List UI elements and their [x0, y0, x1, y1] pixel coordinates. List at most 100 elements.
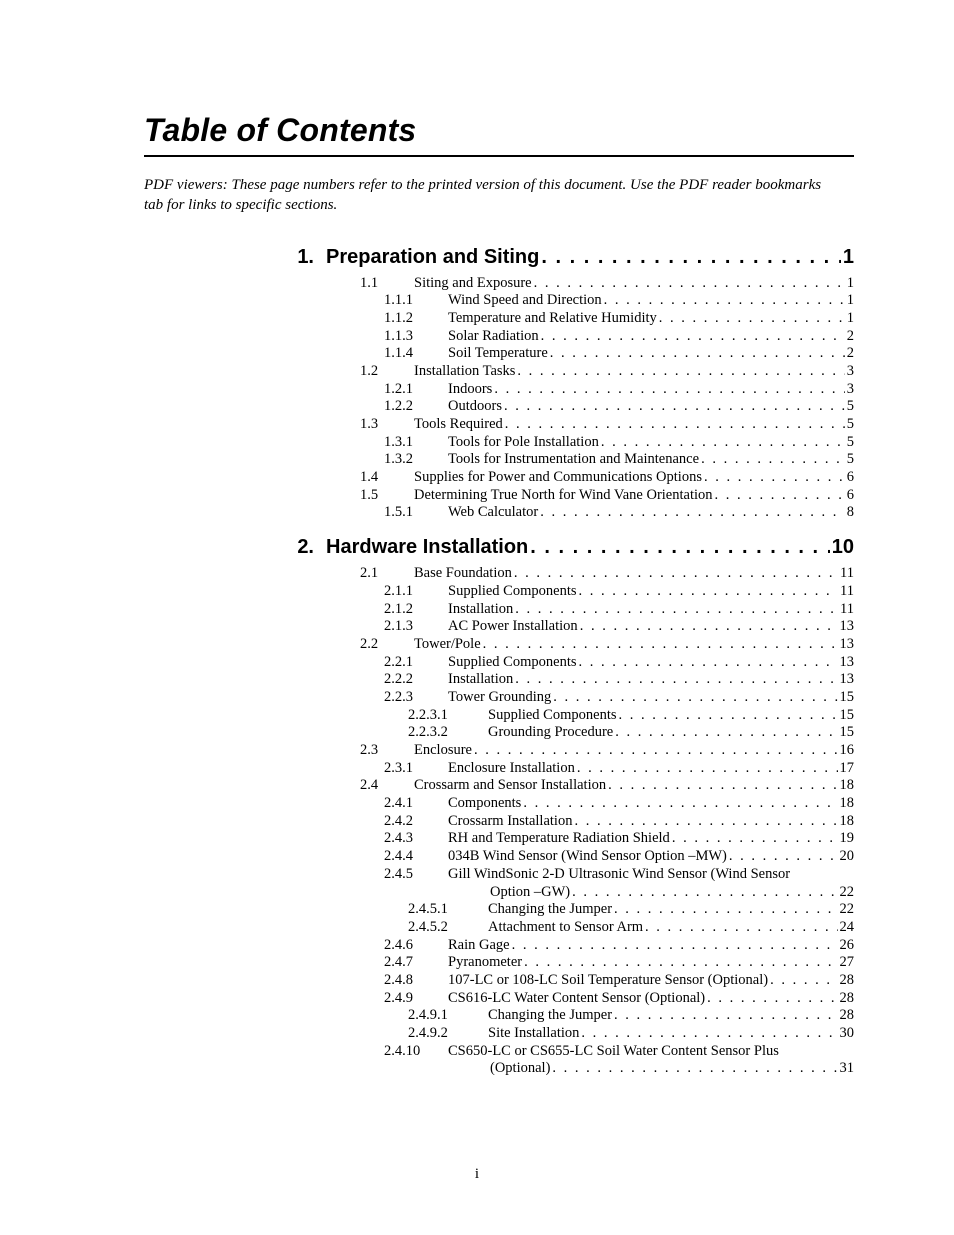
toc-entry-page: 19 [838, 830, 855, 848]
toc-entry[interactable]: 2.1.3AC Power Installation. . . . . . . … [360, 618, 854, 636]
toc-entry[interactable]: 2.3.1Enclosure Installation. . . . . . .… [360, 760, 854, 778]
toc-entry-num: 2.4.10 [384, 1043, 448, 1061]
toc-entry-title: Solar Radiation [448, 328, 539, 346]
toc-entry-title: Components [448, 795, 521, 813]
toc-entry[interactable]: 2.4.9CS616-LC Water Content Sensor (Opti… [360, 990, 854, 1008]
toc-entry-page: 3 [845, 381, 854, 399]
toc-entry-num: 2.4.8 [384, 972, 448, 990]
page-title: Table of Contents [144, 112, 854, 149]
toc-body: 2.1Base Foundation. . . . . . . . . . . … [360, 565, 854, 1078]
toc-entry[interactable]: 1.1Siting and Exposure. . . . . . . . . … [360, 275, 854, 293]
toc-entry[interactable]: 2.4.5.2Attachment to Sensor Arm. . . . .… [360, 919, 854, 937]
toc-chapter-page: 1 [841, 246, 854, 269]
toc-entry[interactable]: 1.3.1Tools for Pole Installation. . . . … [360, 434, 854, 452]
toc-entry[interactable]: 2.4.10CS650-LC or CS655-LC Soil Water Co… [360, 1043, 854, 1061]
toc-entry[interactable]: 2.4.3RH and Temperature Radiation Shield… [360, 830, 854, 848]
toc-entry-title: 107-LC or 108-LC Soil Temperature Sensor… [448, 972, 768, 990]
toc-entry-title-cont: Option –GW) [384, 884, 570, 902]
toc-entry-page: 20 [838, 848, 855, 866]
toc-entry[interactable]: 2.4.1Components. . . . . . . . . . . . .… [360, 795, 854, 813]
toc-leader: . . . . . . . . . . . . . . . . . . . . … [577, 654, 838, 672]
toc-entry-title: 034B Wind Sensor (Wind Sensor Option –MW… [448, 848, 727, 866]
toc-entry-num: 1.1.2 [384, 310, 448, 328]
toc-entry-num: 1.2.2 [384, 398, 448, 416]
toc-chapter[interactable]: 2.Hardware Installation. . . . . . . . .… [144, 536, 854, 559]
toc-entry-num: 2.4.7 [384, 954, 448, 972]
toc-entry-title: Tower/Pole [414, 636, 481, 654]
toc-entry[interactable]: 1.3Tools Required. . . . . . . . . . . .… [360, 416, 854, 434]
toc-entry[interactable]: 2.2.3.2Grounding Procedure. . . . . . . … [360, 724, 854, 742]
toc-entry[interactable]: 2.4.7Pyranometer. . . . . . . . . . . . … [360, 954, 854, 972]
toc-entry-page: 27 [838, 954, 855, 972]
toc-entry[interactable]: 1.1.2Temperature and Relative Humidity. … [360, 310, 854, 328]
toc-leader: . . . . . . . . . . . . . . . . . . . . … [713, 487, 845, 505]
toc-entry-page: 8 [845, 504, 854, 522]
toc-leader: . . . . . . . . . . . . . . . . . . . . … [613, 724, 837, 742]
toc-entry[interactable]: 2.4.6Rain Gage. . . . . . . . . . . . . … [360, 937, 854, 955]
toc-entry-num: 2.4.9 [384, 990, 448, 1008]
toc-leader: . . . . . . . . . . . . . . . . . . . . … [515, 363, 844, 381]
toc-entry-title: RH and Temperature Radiation Shield [448, 830, 670, 848]
toc-entry-continuation[interactable]: Option –GW). . . . . . . . . . . . . . .… [360, 884, 854, 902]
toc-entry-page: 15 [838, 707, 855, 725]
toc-entry[interactable]: 1.3.2Tools for Instrumentation and Maint… [360, 451, 854, 469]
toc-chapter-page: 10 [830, 536, 854, 559]
toc-leader: . . . . . . . . . . . . . . . . . . . . … [578, 618, 838, 636]
toc-entry-page: 28 [838, 1007, 855, 1025]
toc-entry[interactable]: 1.2.2Outdoors. . . . . . . . . . . . . .… [360, 398, 854, 416]
toc-entry[interactable]: 2.4.4034B Wind Sensor (Wind Sensor Optio… [360, 848, 854, 866]
toc-entry-title: Supplies for Power and Communications Op… [414, 469, 702, 487]
toc-entry[interactable]: 2.4.5.1Changing the Jumper. . . . . . . … [360, 901, 854, 919]
toc-entry-title: Changing the Jumper [488, 1007, 612, 1025]
toc-entry[interactable]: 2.4.5Gill WindSonic 2-D Ultrasonic Wind … [360, 866, 854, 884]
toc-entry[interactable]: 2.4.9.1Changing the Jumper. . . . . . . … [360, 1007, 854, 1025]
toc-entry[interactable]: 2.2Tower/Pole. . . . . . . . . . . . . .… [360, 636, 854, 654]
toc-entry-page: 30 [838, 1025, 855, 1043]
toc-entry[interactable]: 1.4Supplies for Power and Communications… [360, 469, 854, 487]
toc-entry[interactable]: 1.2Installation Tasks. . . . . . . . . .… [360, 363, 854, 381]
toc-leader: . . . . . . . . . . . . . . . . . . . . … [727, 848, 838, 866]
toc-leader: . . . . . . . . . . . . . . . . . . . . … [528, 536, 829, 559]
toc-entry-page: 15 [838, 724, 855, 742]
toc-entry[interactable]: 2.1.2Installation. . . . . . . . . . . .… [360, 601, 854, 619]
toc-chapter[interactable]: 1.Preparation and Siting. . . . . . . . … [144, 246, 854, 269]
toc-leader: . . . . . . . . . . . . . . . . . . . . … [606, 777, 837, 795]
toc-entry[interactable]: 2.2.2Installation. . . . . . . . . . . .… [360, 671, 854, 689]
toc-entry[interactable]: 2.4Crossarm and Sensor Installation. . .… [360, 777, 854, 795]
toc-leader: . . . . . . . . . . . . . . . . . . . . … [551, 689, 837, 707]
toc-entry-num: 2.2.2 [384, 671, 448, 689]
toc-entry-continuation[interactable]: (Optional). . . . . . . . . . . . . . . … [360, 1060, 854, 1078]
toc-entry[interactable]: 2.2.3Tower Grounding. . . . . . . . . . … [360, 689, 854, 707]
toc-entry-num: 1.3 [360, 416, 414, 434]
toc-entry-title: Enclosure [414, 742, 472, 760]
toc-entry-num: 2.4.9.1 [408, 1007, 488, 1025]
toc-entry-page: 28 [838, 990, 855, 1008]
toc-entry[interactable]: 1.5Determining True North for Wind Vane … [360, 487, 854, 505]
toc-entry[interactable]: 2.3Enclosure. . . . . . . . . . . . . . … [360, 742, 854, 760]
toc-entry[interactable]: 2.1.1Supplied Components. . . . . . . . … [360, 583, 854, 601]
toc-entry[interactable]: 1.1.3Solar Radiation. . . . . . . . . . … [360, 328, 854, 346]
toc-entry-num: 2.3.1 [384, 760, 448, 778]
toc-entry-page: 5 [845, 434, 854, 452]
toc-entry-num: 1.3.1 [384, 434, 448, 452]
toc-entry[interactable]: 2.1Base Foundation. . . . . . . . . . . … [360, 565, 854, 583]
toc-entry-page: 5 [845, 398, 854, 416]
toc-entry[interactable]: 2.4.2Crossarm Installation. . . . . . . … [360, 813, 854, 831]
toc-entry-num: 2.1.2 [384, 601, 448, 619]
toc-entry[interactable]: 1.1.1Wind Speed and Direction. . . . . .… [360, 292, 854, 310]
toc-chapter-num: 1. [280, 246, 326, 269]
toc-entry[interactable]: 2.2.3.1Supplied Components. . . . . . . … [360, 707, 854, 725]
toc-entry[interactable]: 1.2.1Indoors. . . . . . . . . . . . . . … [360, 381, 854, 399]
toc-entry-title: Determining True North for Wind Vane Ori… [414, 487, 713, 505]
toc-entry-title: Rain Gage [448, 937, 510, 955]
viewer-note: PDF viewers: These page numbers refer to… [144, 175, 834, 216]
toc-entry-title: Installation Tasks [414, 363, 515, 381]
toc-entry[interactable]: 1.5.1Web Calculator. . . . . . . . . . .… [360, 504, 854, 522]
toc-entry-num: 2.4 [360, 777, 414, 795]
toc-entry[interactable]: 2.2.1Supplied Components. . . . . . . . … [360, 654, 854, 672]
toc-entry[interactable]: 2.4.9.2Site Installation. . . . . . . . … [360, 1025, 854, 1043]
toc-entry[interactable]: 1.1.4Soil Temperature. . . . . . . . . .… [360, 345, 854, 363]
toc-entry-num: 2.3 [360, 742, 414, 760]
toc-entry[interactable]: 2.4.8107-LC or 108-LC Soil Temperature S… [360, 972, 854, 990]
toc-entry-num: 2.2.3 [384, 689, 448, 707]
